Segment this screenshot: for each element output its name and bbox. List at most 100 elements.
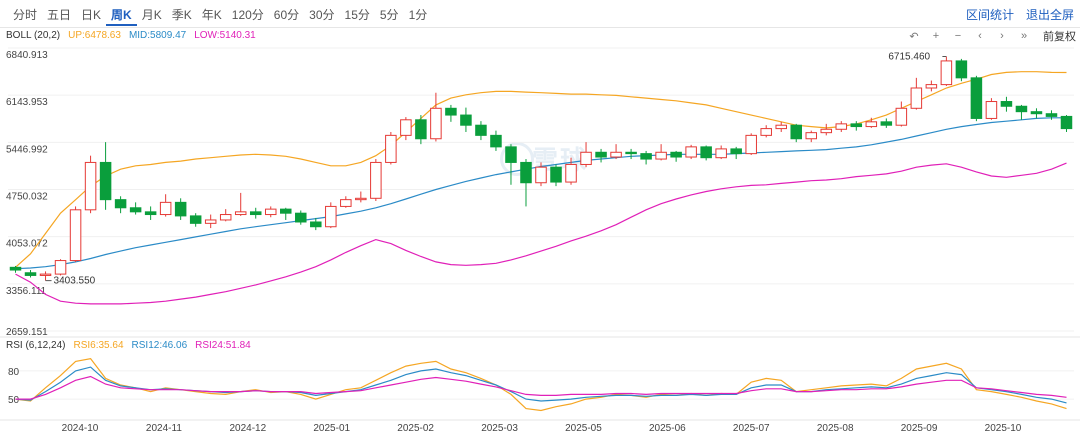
right-icon[interactable]: › <box>1000 30 1004 42</box>
adjust-button[interactable]: 前复权 <box>1043 31 1076 43</box>
candle-body <box>715 148 727 159</box>
candle-body <box>595 151 607 158</box>
tab-8[interactable]: 60分 <box>273 8 300 22</box>
candle-body <box>9 266 22 271</box>
tab-10[interactable]: 15分 <box>344 8 370 22</box>
chart-controls: ↶ + − ‹ › » 前复权 <box>905 28 1076 44</box>
x-tick-label: 2025-03 <box>481 423 518 434</box>
y-tick-label: 6143.953 <box>6 97 48 108</box>
candle-body <box>69 209 82 262</box>
candle-body <box>234 211 247 216</box>
y-tick-label: 5446.992 <box>6 144 48 155</box>
exit-fullscreen-link[interactable]: 退出全屏 <box>1025 8 1074 22</box>
tab-5[interactable]: 季K <box>171 8 192 22</box>
rsi6-value: RSI6:35.64 <box>73 340 124 351</box>
x-tick-label: 2025-07 <box>733 423 770 434</box>
x-tick-label: 2024-12 <box>229 423 266 434</box>
candle-body <box>310 221 322 228</box>
high-annotation: 6715.460 <box>888 51 930 62</box>
y-tick-label: 6840.913 <box>6 50 48 61</box>
candle-body <box>295 212 307 223</box>
candle-body <box>955 60 968 79</box>
candle-body <box>730 148 742 155</box>
left-icon[interactable]: ‹ <box>978 30 982 42</box>
candle-body <box>850 123 863 128</box>
candle-body <box>985 101 998 119</box>
candle-body <box>249 211 262 216</box>
candle-body <box>625 151 637 155</box>
plus-icon[interactable]: + <box>932 30 940 42</box>
tab-3[interactable]: 周K <box>106 5 137 26</box>
rsi-rsi24-line <box>15 375 1067 400</box>
tab-11[interactable]: 5分 <box>379 8 399 22</box>
candle-body <box>835 123 848 130</box>
x-tick-label: 2025-08 <box>817 423 854 434</box>
x-tick-label: 2024-11 <box>146 423 182 434</box>
boll-mid: MID:5809.47 <box>128 30 187 41</box>
period-toolbar: 分时 五日 日K 周K 月K 季K 年K 120分 60分 30分 15分 5分 1分 区间统计 退出全屏 <box>0 0 1080 28</box>
candle-body <box>895 107 908 126</box>
tab-4[interactable]: 月K <box>141 8 162 22</box>
candle-body <box>580 151 592 165</box>
range-stats-link[interactable]: 区间统计 <box>965 8 1014 22</box>
candle-body <box>670 151 682 158</box>
rsi24-value: RSI24:51.84 <box>195 340 251 351</box>
candle-body <box>24 272 37 276</box>
tab-2[interactable]: 日K <box>81 8 102 22</box>
tab-6[interactable]: 年K <box>201 8 222 22</box>
boll-low: LOW:5140.31 <box>194 30 256 41</box>
candle-body <box>1015 105 1028 113</box>
x-tick-label: 2025-09 <box>901 423 938 434</box>
candle-body <box>445 107 457 116</box>
rsi-rsi6-line <box>15 357 1067 412</box>
candle-body <box>490 134 502 148</box>
candle-body <box>430 107 442 140</box>
undo-icon[interactable]: ↶ <box>909 30 919 43</box>
candle-body <box>415 119 427 140</box>
candle-body <box>280 208 292 214</box>
candle-body <box>925 84 938 89</box>
right-links: 区间统计 退出全屏 <box>966 6 1074 23</box>
candle-body <box>264 208 277 216</box>
tab-7[interactable]: 120分 <box>231 8 264 22</box>
boll-low-line <box>15 162 1067 305</box>
candle-body <box>39 273 52 276</box>
candle-body <box>1030 111 1043 115</box>
candle-body <box>99 161 112 201</box>
candle-body <box>550 166 562 183</box>
candle-body <box>1000 101 1013 107</box>
candle-body <box>219 214 232 221</box>
watermark-logo-icon <box>500 142 534 176</box>
candle-body <box>325 205 337 228</box>
tab-0[interactable]: 分时 <box>13 8 38 22</box>
next-icon[interactable]: » <box>1020 30 1028 42</box>
rsi12-value: RSI12:46.06 <box>131 340 188 351</box>
candle-body <box>505 146 517 163</box>
candle-body <box>204 219 217 224</box>
x-tick-label: 2025-01 <box>313 423 350 434</box>
candle-body <box>475 124 487 136</box>
candle-body <box>1060 115 1073 130</box>
tab-9[interactable]: 30分 <box>309 8 335 22</box>
minus-icon[interactable]: − <box>954 30 962 42</box>
candle-body <box>880 121 893 126</box>
rsi-legend: RSI (6,12,24) RSI6:35.64 RSI12:46.06 RSI… <box>6 340 251 351</box>
candle-body <box>865 121 878 128</box>
tab-1[interactable]: 五日 <box>47 8 72 22</box>
candle-body <box>565 163 577 183</box>
candle-body <box>189 215 202 224</box>
candle-body <box>745 134 757 155</box>
period-tabs: 分时 五日 日K 周K 月K 季K 年K 120分 60分 30分 15分 5分 1分 <box>8 5 432 26</box>
x-tick-label: 2024-10 <box>62 423 99 434</box>
candle-body <box>54 260 67 275</box>
rsi-y-tick-label: 80 <box>8 367 20 378</box>
candle-body <box>970 77 983 119</box>
candle-body <box>129 207 142 213</box>
candle-body <box>385 134 397 163</box>
rsi-name: RSI (6,12,24) <box>6 340 66 351</box>
tab-12[interactable]: 1分 <box>408 8 428 22</box>
boll-legend: BOLL (20,2) UP:6478.63 MID:5809.47 LOW:5… <box>6 30 256 41</box>
candle-body <box>760 128 772 136</box>
x-tick-label: 2025-02 <box>397 423 434 434</box>
